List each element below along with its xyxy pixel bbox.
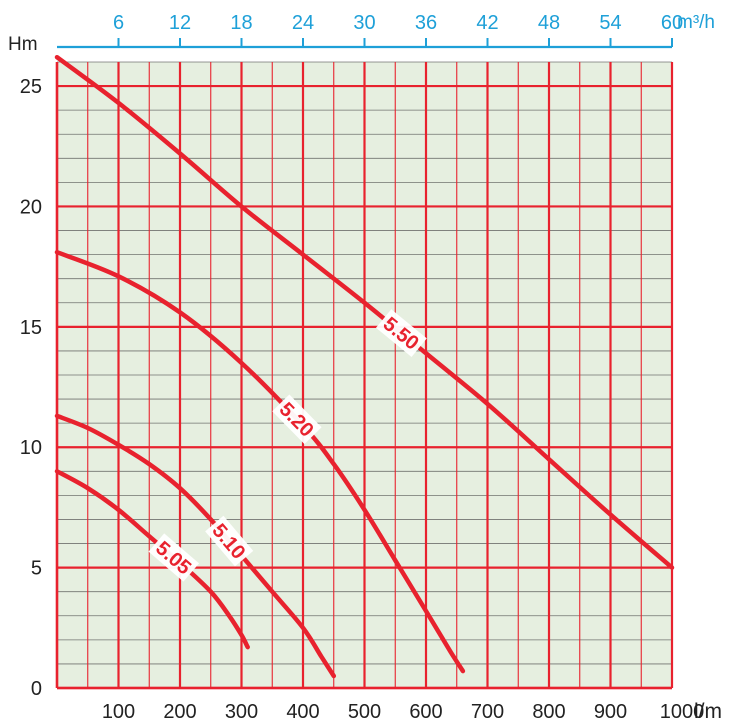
curves: [54, 54, 675, 679]
top-tick-label: 30: [353, 12, 375, 34]
y-tick-label: 20: [20, 196, 42, 218]
grid: [55, 61, 674, 690]
top-tick-label: 24: [292, 12, 314, 34]
bottom-axis: 100 200 300 400 500 600 700 800 900 1000: [102, 701, 704, 723]
y-tick-label: 15: [20, 317, 42, 339]
x-tick-label: 1000: [660, 701, 705, 723]
top-tick-label: 48: [538, 12, 560, 34]
curve-5-20: [54, 249, 466, 674]
x-tick-label: 700: [471, 701, 504, 723]
curve-label-backdrop: [205, 515, 254, 567]
curve-5-50: [54, 54, 675, 570]
x-tick-label: 800: [532, 701, 565, 723]
x-tick-label: 900: [594, 701, 627, 723]
y-axis-label: Hm: [8, 34, 38, 55]
axis-labels: Hm m³/h l/m: [8, 12, 722, 723]
y-tick-label: 10: [20, 437, 42, 459]
top-axis: 6 12 18 24 30 36 42 48 54 60: [57, 12, 683, 49]
top-tick-label: 54: [599, 12, 621, 34]
curve-5-10: [54, 413, 337, 679]
curve-label-backdrop: [272, 394, 322, 445]
x-tick-label: 100: [102, 701, 135, 723]
curve-label-backdrop: [376, 309, 427, 357]
y-tick-label: 5: [31, 558, 42, 580]
x-tick-label: 200: [163, 701, 196, 723]
bottom-x-axis-label: l/m: [694, 700, 722, 723]
top-x-axis-label: m³/h: [677, 12, 715, 33]
top-tick-label: 6: [113, 12, 124, 34]
y-tick-label: 25: [20, 76, 42, 98]
top-tick-label: 42: [476, 12, 498, 34]
x-tick-label: 400: [286, 701, 319, 723]
top-tick-label: 36: [415, 12, 437, 34]
y-tick-label: 0: [31, 678, 42, 700]
x-tick-label: 500: [348, 701, 381, 723]
x-tick-label: 600: [409, 701, 442, 723]
left-axis: 0 5 10 15 20 25: [20, 76, 42, 700]
x-tick-label: 300: [225, 701, 258, 723]
top-tick-label: 60: [661, 12, 683, 34]
curve-label-backdrop: [148, 533, 200, 582]
top-tick-label: 18: [230, 12, 252, 34]
top-tick-label: 12: [169, 12, 191, 34]
